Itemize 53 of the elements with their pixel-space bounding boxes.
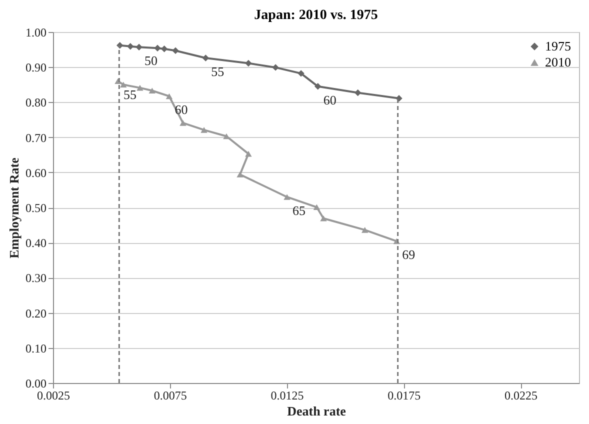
annotation: 50 — [144, 53, 158, 68]
y-tick-label: 0.20 — [26, 306, 46, 320]
point — [154, 44, 161, 52]
annotation: 55 — [211, 64, 224, 79]
point — [320, 215, 327, 222]
point — [284, 194, 290, 200]
point — [120, 82, 127, 88]
point — [223, 133, 230, 140]
y-tick-label: 0.10 — [26, 341, 46, 356]
point — [313, 204, 320, 210]
legend-label: 1975 — [545, 38, 571, 54]
point — [245, 150, 252, 157]
x-axis-title: Death rate — [287, 404, 346, 418]
y-axis-title: Employment Rate — [6, 157, 22, 258]
x-tick-label: 0.0025 — [37, 388, 70, 402]
x-tick-label: 0.0075 — [154, 388, 187, 402]
y-tick-label: 1.00 — [26, 26, 46, 40]
y-tick-label: 0.60 — [26, 166, 46, 180]
annotation: 55 — [123, 87, 136, 102]
point — [116, 42, 124, 49]
y-tick-label: 0.40 — [26, 236, 46, 250]
point — [136, 84, 144, 91]
point — [245, 60, 252, 67]
point — [314, 83, 322, 90]
point — [172, 47, 179, 54]
annotation: 69 — [402, 247, 416, 262]
point — [148, 88, 156, 94]
y-tick-label: 0.00 — [26, 376, 46, 390]
x-tick-label: 0.0225 — [504, 388, 538, 402]
point — [160, 45, 168, 52]
point — [362, 227, 368, 233]
x-tick-label: 0.0175 — [388, 388, 421, 402]
y-tick-label: 0.50 — [26, 201, 46, 215]
annotation: 60 — [174, 102, 188, 118]
point — [166, 93, 173, 100]
point — [180, 120, 186, 126]
point — [272, 64, 279, 71]
point — [236, 172, 244, 178]
annotation: 65 — [292, 202, 306, 218]
annotation: 60 — [323, 92, 336, 108]
point — [136, 44, 142, 50]
point — [127, 43, 134, 50]
chart-title: Japan: 2010 vs. 1975 — [254, 8, 378, 23]
y-tick-label: 0.30 — [26, 271, 46, 286]
point — [200, 127, 208, 133]
y-tick-label: 0.90 — [26, 60, 46, 75]
point — [202, 54, 210, 62]
y-tick-label: 0.80 — [26, 96, 46, 110]
x-tick-label: 0.0125 — [270, 388, 304, 402]
legend-label: 2010 — [545, 54, 571, 70]
point — [298, 70, 304, 77]
y-tick-label: 0.70 — [26, 130, 46, 145]
point — [354, 89, 362, 96]
